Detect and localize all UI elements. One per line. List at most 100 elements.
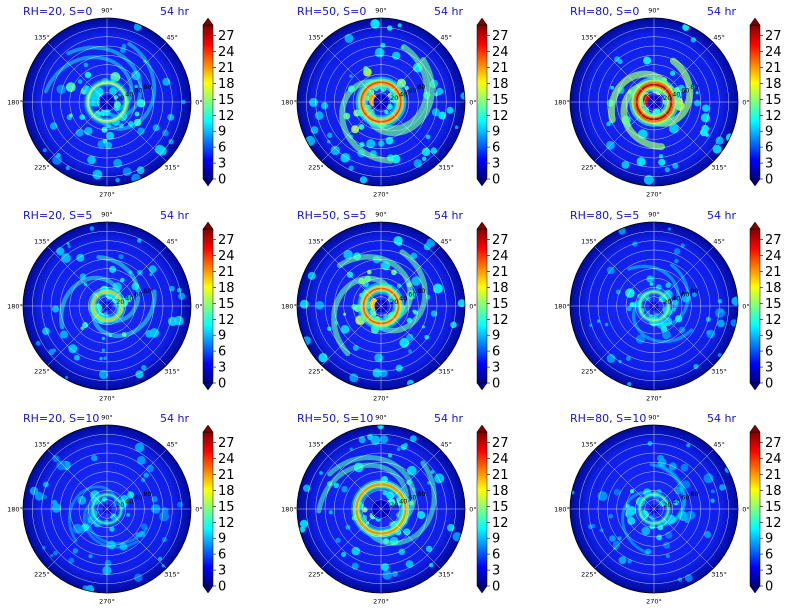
angle-label: 315°	[711, 164, 727, 172]
precip-cell	[87, 155, 96, 165]
angle-label: 45°	[440, 237, 452, 245]
angle-label: 135°	[581, 237, 597, 245]
precip-cell	[363, 66, 369, 71]
colorbar-tick-label: 18	[218, 484, 235, 499]
precip-cell	[56, 460, 66, 471]
colorbar-tick-label: 24	[765, 249, 782, 264]
precip-cell	[141, 523, 148, 530]
angle-label: 270°	[99, 598, 115, 606]
precip-cell	[717, 298, 723, 304]
precip-cell	[115, 177, 120, 183]
colorbar-tick-label: 15	[218, 500, 235, 515]
ring-label: 60	[681, 291, 689, 299]
colorbar-tick-label: 9	[218, 329, 226, 344]
precip-cell	[724, 466, 731, 473]
angle-label: 0°	[195, 99, 202, 107]
precip-cell	[662, 316, 673, 327]
precip-cell	[352, 344, 359, 351]
colorbar-tick-label: 18	[218, 281, 235, 296]
angle-label: 315°	[711, 571, 727, 579]
colorbar-tick-label: 9	[218, 125, 226, 140]
precip-cell	[314, 111, 324, 120]
precip-cell	[117, 93, 121, 97]
precip-cell	[42, 327, 50, 336]
colorbar-extend-max	[476, 17, 488, 26]
colorbar-fill	[476, 24, 488, 180]
precip-cell	[670, 70, 676, 76]
precip-cell	[143, 472, 149, 478]
precip-cell	[675, 315, 683, 323]
precip-cell	[349, 373, 359, 383]
colorbar-extend-min	[476, 585, 488, 594]
angle-label: 90°	[101, 7, 113, 15]
precip-cell	[42, 545, 46, 550]
precip-cell	[93, 519, 101, 528]
precip-cell	[395, 364, 403, 372]
colorbar-tick-label: 0	[765, 377, 773, 392]
colorbar-tick-label: 3	[492, 564, 500, 579]
colorbar-tick-label: 6	[765, 345, 773, 360]
ring-label: 80	[143, 490, 151, 498]
ring-label: 80	[143, 83, 151, 91]
precip-cell	[682, 23, 690, 31]
angle-label: 225°	[581, 368, 597, 376]
precip-cell	[141, 365, 147, 371]
polar-panel: 20 40 60 8090°45°0°315°270°225°180°135°RH=5…	[281, 5, 508, 199]
ring-label: 80	[143, 287, 151, 295]
precip-cell	[83, 85, 90, 92]
rainband	[86, 501, 149, 545]
precip-cell	[656, 534, 663, 541]
precip-cell	[104, 141, 113, 150]
polar-panel: 20 40 60 8090°45°0°315°270°225°180°135°RH=2…	[7, 209, 234, 403]
precip-cell	[430, 147, 437, 154]
precip-cell	[74, 354, 80, 361]
precip-cell	[149, 273, 153, 276]
angle-label: 315°	[711, 368, 727, 376]
precip-cell	[83, 62, 89, 68]
colorbar-tick-label: 15	[492, 297, 509, 312]
precip-cell	[362, 507, 368, 513]
precip-cell	[53, 550, 58, 556]
panel-title: RH=50, S=5	[297, 209, 366, 222]
grid-spoke	[594, 42, 655, 103]
precip-cell	[680, 463, 689, 472]
precip-cell	[65, 165, 70, 171]
colorbar-tick-label: 21	[765, 265, 782, 280]
ring-label: 80	[690, 490, 698, 498]
precip-cell	[335, 537, 341, 543]
precip-cell	[137, 238, 142, 243]
precip-cell	[72, 548, 79, 554]
precip-cell	[137, 99, 146, 108]
precip-cell	[76, 253, 85, 262]
precip-cell	[380, 42, 386, 48]
colorbar-tick-label: 3	[765, 157, 773, 172]
angle-label: 45°	[713, 237, 725, 245]
colorbar-tick-label: 27	[765, 233, 782, 248]
precip-cell	[340, 324, 350, 334]
polar-outline	[22, 221, 192, 391]
angle-label: 270°	[373, 395, 389, 403]
colorbar-tick-label: 27	[218, 436, 235, 451]
ring-label: 80	[690, 83, 698, 91]
colorbar-extend-max	[749, 424, 761, 433]
angle-label: 225°	[34, 571, 50, 579]
grid-spoke	[321, 101, 382, 162]
precip-cell	[154, 144, 165, 155]
precip-cell	[606, 122, 610, 127]
precip-cell	[626, 356, 631, 361]
precip-cell	[88, 554, 93, 559]
precip-cell	[617, 536, 622, 541]
colorbar-fill	[749, 24, 761, 180]
precip-cell	[378, 140, 385, 147]
colorbar-tick-label: 24	[765, 45, 782, 60]
colorbar-fill	[749, 431, 761, 587]
panel-title: RH=20, S=5	[23, 209, 92, 222]
precip-cell	[343, 249, 353, 260]
rainband	[648, 463, 687, 527]
precip-cell	[643, 56, 651, 65]
ring-label: 60	[681, 494, 689, 502]
ring-label: 20	[663, 501, 671, 509]
angle-label: 90°	[375, 414, 387, 422]
grid-spoke	[380, 42, 441, 103]
